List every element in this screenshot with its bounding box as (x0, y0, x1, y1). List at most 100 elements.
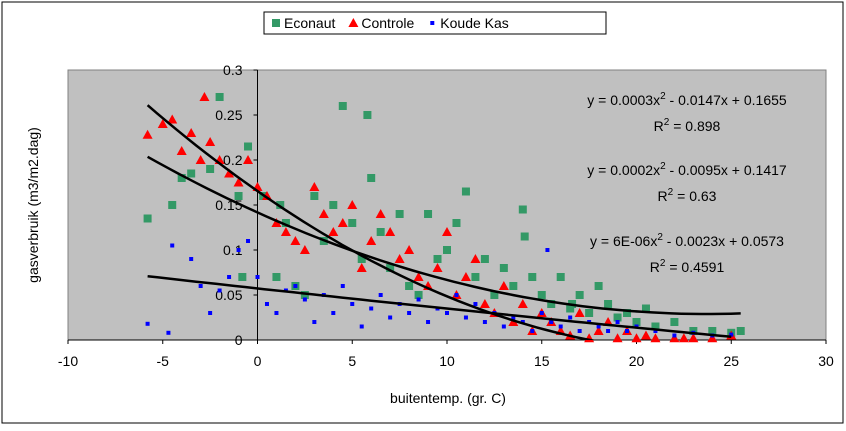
point (517, 299, 528, 308)
legend-marker (272, 19, 280, 27)
x-tick-label: 30 (818, 353, 834, 369)
point (227, 275, 232, 279)
legend-label: Koude Kas (440, 15, 509, 31)
point (547, 300, 556, 308)
trendline-equation: y = 0.0002x2 - 0.0095x + 0.1417 (587, 161, 787, 178)
point (413, 272, 424, 281)
text-part: y = 0.0002x (587, 162, 660, 178)
point (566, 304, 575, 313)
x-tick-label: 5 (348, 353, 356, 369)
point (337, 218, 348, 227)
text-part: = 0.63 (673, 188, 716, 204)
text-part: R (654, 118, 664, 134)
point (613, 313, 622, 322)
y-tick-label: 0.1 (223, 242, 243, 258)
trendline-r2: R2 = 0.4591 (650, 258, 725, 275)
point (479, 299, 490, 308)
point (233, 177, 244, 187)
x-tick-label: 15 (534, 353, 550, 369)
point (604, 300, 613, 308)
point (170, 243, 175, 248)
point (198, 284, 203, 288)
legend-label: Controle (361, 15, 414, 31)
point (615, 320, 620, 324)
point (199, 92, 210, 101)
trendline (146, 155, 741, 316)
point (641, 304, 650, 313)
y-tick-label: 0 (235, 332, 243, 348)
point (177, 174, 186, 182)
point (215, 93, 224, 101)
point (585, 309, 594, 317)
point (405, 282, 414, 290)
point (452, 219, 461, 227)
point (255, 275, 260, 279)
point (651, 322, 660, 331)
point (205, 137, 216, 146)
point (217, 288, 222, 293)
point (407, 311, 412, 315)
point (463, 315, 468, 320)
point (176, 146, 187, 155)
point (461, 187, 470, 196)
text-part: 2 (660, 91, 666, 102)
point (168, 201, 177, 209)
point (520, 320, 525, 324)
point (348, 219, 357, 227)
text-part: y = 0.0003x (587, 92, 660, 108)
trendline (146, 104, 597, 340)
point (347, 200, 358, 209)
point (653, 329, 658, 333)
point (274, 311, 279, 315)
point (186, 128, 197, 137)
trendline (147, 274, 732, 339)
point (432, 263, 443, 272)
point (520, 232, 529, 241)
point (414, 291, 423, 299)
y-tick-label: 0.05 (215, 287, 242, 303)
point (490, 291, 499, 299)
point (142, 129, 153, 139)
x-tick-label: 10 (439, 353, 455, 369)
point (350, 302, 355, 306)
point (498, 281, 509, 290)
legend (263, 11, 607, 35)
point (338, 102, 347, 110)
point (480, 255, 489, 263)
point (356, 263, 367, 272)
point (208, 311, 213, 315)
point (612, 333, 623, 343)
point (473, 302, 478, 306)
text-part: = 0.4591 (665, 259, 724, 275)
point (276, 201, 285, 209)
point (470, 254, 481, 263)
point (224, 168, 235, 178)
point (445, 311, 449, 315)
point (670, 318, 679, 326)
point (511, 315, 516, 320)
text-part: 2 (660, 258, 666, 269)
point (310, 192, 319, 200)
point (424, 210, 433, 218)
point (650, 333, 661, 343)
point (509, 282, 518, 290)
legend-label: Econaut (284, 15, 335, 31)
point (302, 297, 307, 302)
point (707, 333, 718, 343)
point (558, 324, 563, 329)
point (394, 254, 405, 263)
point (539, 311, 544, 315)
trendlines (146, 104, 741, 340)
point (143, 214, 152, 223)
point (672, 333, 677, 338)
point (640, 330, 651, 340)
point (499, 264, 508, 272)
point (556, 273, 565, 281)
point (243, 155, 254, 164)
point (244, 142, 253, 151)
text-part: R (650, 259, 660, 275)
point (426, 320, 431, 324)
x-tick-label: 25 (723, 353, 739, 369)
x-tick-label: -5 (157, 353, 170, 369)
point (460, 272, 471, 281)
